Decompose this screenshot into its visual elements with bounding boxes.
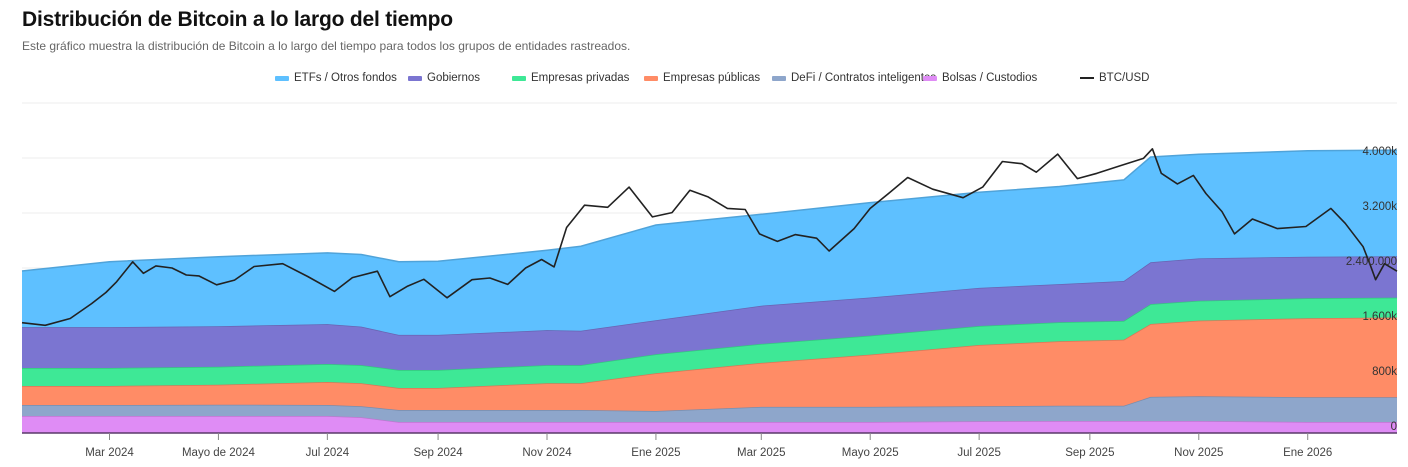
legend-item-privadas[interactable]: Empresas privadas xyxy=(512,72,629,84)
legend-swatch-defi xyxy=(772,75,786,81)
y-tick-label: 1.600k xyxy=(1362,311,1397,323)
x-tick-label: Nov 2025 xyxy=(1174,447,1223,459)
x-tick-label: Nov 2024 xyxy=(522,447,572,459)
x-tick-label: Mar 2024 xyxy=(85,447,134,459)
x-tick-label: Sep 2024 xyxy=(413,447,463,459)
area-etfs-otros-fondos xyxy=(22,150,1397,335)
legend-swatch-gobiernos xyxy=(408,75,422,81)
y-tick-label: 0 xyxy=(1391,421,1397,433)
legend-label: Empresas públicas xyxy=(663,72,761,84)
legend-swatch-privadas xyxy=(512,75,526,81)
x-axis: Mar 2024 Mayo de 2024 Jul 2024 Sep 2024 Nov … xyxy=(22,432,1397,459)
chart-title: Distribución de Bitcoin a lo largo del t… xyxy=(22,8,453,31)
legend-line-btcusd xyxy=(1080,77,1094,79)
legend-swatch-publicas xyxy=(644,75,658,81)
legend-label: Empresas privadas xyxy=(531,72,630,84)
y-tick-label: 800k xyxy=(1372,366,1397,378)
y-tick-label: 2.400.000 xyxy=(1346,256,1397,268)
x-tick-label: Mayo de 2024 xyxy=(182,447,255,459)
legend: ETFs / Otros fondos Gobiernos Empresas p… xyxy=(0,72,1408,88)
area-empresas-privadas xyxy=(22,297,1397,388)
legend-item-etfs[interactable]: ETFs / Otros fondos xyxy=(275,72,397,84)
x-tick-label: Mar 2025 xyxy=(737,447,786,459)
legend-item-gobiernos[interactable]: Gobiernos xyxy=(408,72,480,84)
legend-label: ETFs / Otros fondos xyxy=(294,72,397,84)
area-series xyxy=(21,149,1398,433)
y-tick-label: 3.200k xyxy=(1362,201,1397,213)
btc-line-series xyxy=(21,148,1398,327)
x-tick-label: Ene 2026 xyxy=(1283,447,1332,459)
legend-item-publicas[interactable]: Empresas públicas xyxy=(644,72,760,84)
legend-label: Gobiernos xyxy=(427,72,481,84)
area-edge-etfs-otros-fondos xyxy=(21,149,1398,272)
legend-swatch-bolsas xyxy=(923,75,937,81)
x-tick-label: Mayo 2025 xyxy=(842,447,899,459)
y-tick-label: 4.000k xyxy=(1362,146,1397,158)
x-tick-label: Jul 2025 xyxy=(957,447,1000,459)
area-bolsas-custodios xyxy=(22,416,1397,433)
x-tick-label: Jul 2024 xyxy=(306,447,350,459)
legend-label: DeFi / Contratos inteligentes xyxy=(791,72,937,84)
legend-item-btcusd[interactable]: BTC/USD xyxy=(1080,72,1149,84)
y-axis: 0 800k 1.600k 2.400.000 3.200k 4.000k xyxy=(1346,146,1397,433)
area-empresas-pu-blicas xyxy=(22,317,1397,411)
legend-label: Bolsas / Custodios xyxy=(942,72,1038,84)
x-tick-label: Sep 2025 xyxy=(1065,447,1114,459)
legend-item-defi[interactable]: DeFi / Contratos inteligentes xyxy=(772,72,936,84)
legend-label: BTC/USD xyxy=(1099,72,1150,84)
x-tick-label: Ene 2025 xyxy=(631,447,680,459)
chart-subtitle: Este gráfico muestra la distribución de … xyxy=(22,39,631,53)
legend-item-bolsas[interactable]: Bolsas / Custodios xyxy=(923,72,1037,84)
legend-swatch-etfs xyxy=(275,75,289,81)
btc-usd-line xyxy=(21,148,1398,327)
